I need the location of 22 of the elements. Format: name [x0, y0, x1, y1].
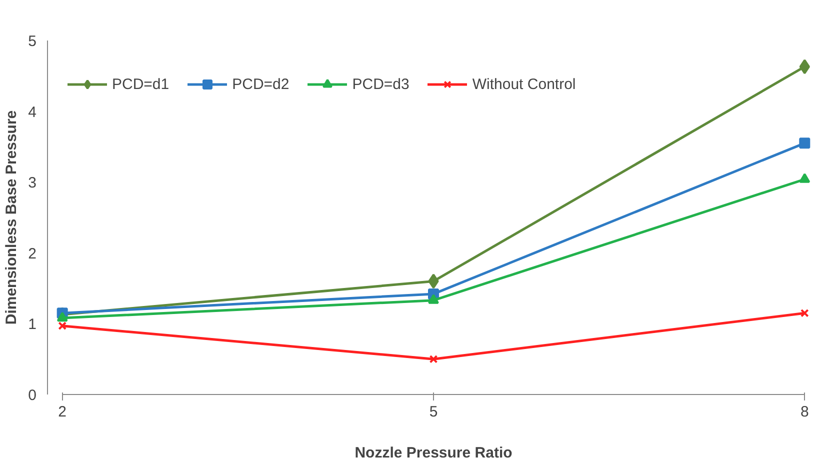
y-axis-title: Dimensionless Base Pressure	[3, 110, 20, 325]
point	[799, 173, 810, 183]
x-axis-title: Nozzle Pressure Ratio	[354, 444, 512, 462]
y-tick-label: 1	[28, 316, 36, 334]
legend-label: PCD=d2	[232, 76, 290, 92]
point	[799, 138, 810, 149]
x-tick-label: 5	[429, 404, 438, 420]
point	[800, 308, 809, 318]
point	[428, 294, 439, 304]
y-tick-label: 3	[28, 174, 36, 192]
x-tick-label: 8	[800, 404, 809, 420]
point	[58, 322, 67, 330]
point	[429, 354, 438, 364]
point	[56, 312, 68, 322]
legend-label: Without Control	[472, 76, 576, 92]
x-tick-label: 2	[58, 404, 67, 420]
legend-label: PCD=d3	[352, 76, 410, 92]
y-tick-label: 0	[28, 387, 36, 404]
y-tick-label: 5	[28, 33, 36, 50]
legend-label: PCD=d1	[112, 76, 170, 92]
y-tick-label: 2	[28, 245, 36, 262]
y-tick-label: 4	[28, 104, 36, 121]
